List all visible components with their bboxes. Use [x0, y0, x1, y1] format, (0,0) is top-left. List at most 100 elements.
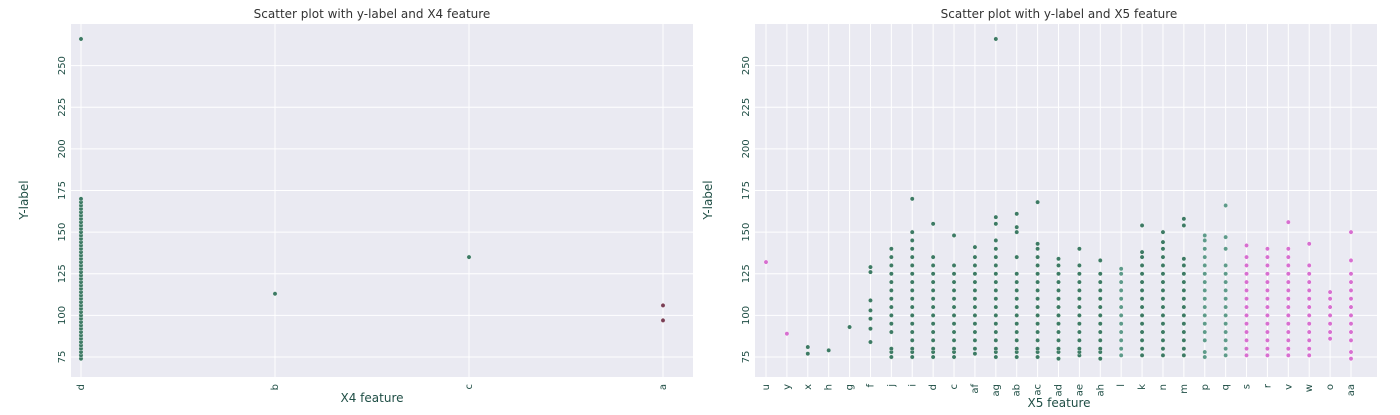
scatter-point: [1244, 352, 1249, 358]
scatter-point: [909, 196, 915, 202]
x-tick-label: r: [1262, 383, 1273, 388]
scatter-point: [888, 304, 894, 310]
scatter-point: [909, 271, 915, 277]
scatter-point: [1223, 234, 1229, 240]
scatter-point: [930, 304, 936, 310]
scatter-point: [1306, 321, 1312, 327]
scatter-point: [1306, 312, 1312, 318]
scatter-point: [1160, 304, 1166, 310]
scatter-point: [1348, 349, 1354, 355]
scatter-point: [930, 337, 936, 343]
scatter-point: [1014, 296, 1020, 302]
scatter-point: [972, 351, 978, 357]
scatter-point: [1097, 321, 1103, 327]
scatter-point: [888, 279, 894, 285]
chart-title-x5: Scatter plot with y-label and X5 feature: [941, 7, 1178, 21]
scatter-point: [1306, 304, 1312, 310]
y-tick-label: 125: [741, 264, 752, 283]
x-tick-label: k: [1137, 384, 1148, 390]
x-tick-label: m: [1179, 384, 1190, 394]
scatter-point: [1097, 356, 1103, 362]
scatter-point: [1223, 296, 1229, 302]
scatter-point: [930, 354, 936, 360]
scatter-point: [1014, 354, 1020, 360]
scatter-point: [1139, 312, 1145, 318]
scatter-point: [1244, 321, 1249, 327]
y-axis-label-x5: Y-label: [701, 180, 715, 220]
scatter-point: [909, 304, 915, 310]
scatter-point: [1285, 352, 1291, 358]
scatter-point: [888, 263, 894, 268]
scatter-point: [1014, 229, 1020, 235]
scatter-point: [1244, 346, 1249, 352]
scatter-point: [1160, 346, 1166, 352]
scatter-point: [1014, 254, 1020, 260]
scatter-point: [930, 288, 936, 293]
y-ticks-x4: 75 100 125 150 175 200 225 250: [57, 56, 68, 363]
scatter-point: [1139, 249, 1145, 255]
scatter-point: [972, 304, 978, 310]
scatter-point: [909, 229, 915, 235]
scatter-point: [1348, 312, 1354, 318]
scatter-point: [1348, 296, 1354, 302]
scatter-point: [1056, 346, 1061, 352]
scatter-point: [951, 288, 957, 293]
scatter-point: [909, 337, 915, 343]
scatter-point: [1202, 304, 1208, 310]
scatter-point: [1306, 352, 1312, 358]
y-tick-label: 250: [741, 56, 752, 75]
scatter-point: [1285, 254, 1291, 260]
scatter-point: [1306, 241, 1312, 247]
scatter-point: [1160, 329, 1166, 335]
x-tick-label: p: [1200, 384, 1211, 390]
scatter-point: [1202, 349, 1208, 355]
scatter-point: [930, 271, 936, 277]
scatter-point: [868, 326, 873, 332]
scatter-point: [930, 279, 936, 285]
scatter-point: [1139, 263, 1145, 268]
scatter-point: [909, 321, 915, 327]
scatter-point: [993, 246, 999, 252]
grid-x4: [71, 24, 693, 377]
x-tick-label: c: [464, 384, 475, 390]
chart-x4: 75 100 125 150 175 200 225 250 d b c a Scatter plo…: [17, 7, 693, 405]
scatter-point: [1265, 263, 1270, 268]
scatter-point: [888, 254, 894, 260]
scatter-point: [1014, 224, 1020, 230]
scatter-point: [1348, 271, 1354, 277]
scatter-point: [1202, 279, 1208, 285]
scatter-point: [1139, 352, 1145, 358]
scatter-point: [1306, 337, 1312, 343]
scatter-point: [1014, 346, 1020, 352]
scatter-point: [1118, 279, 1124, 285]
y-tick-label: 100: [741, 306, 752, 325]
scatter-point: [1014, 279, 1020, 285]
x-tick-label: h: [824, 384, 835, 390]
scatter-point: [1327, 312, 1333, 318]
scatter-point: [1035, 241, 1041, 247]
scatter-point: [1244, 329, 1249, 335]
scatter-point: [1160, 263, 1166, 268]
scatter-point: [1202, 263, 1208, 268]
scatter-point: [993, 337, 999, 343]
scatter-point: [1202, 288, 1208, 293]
x-tick-label: b: [270, 384, 281, 390]
y-tick-label: 75: [741, 351, 752, 364]
scatter-point: [888, 321, 894, 327]
x-tick-label: q: [1221, 384, 1232, 390]
scatter-point: [1139, 346, 1145, 352]
scatter-point: [930, 312, 936, 318]
scatter-point: [1223, 288, 1229, 293]
scatter-point: [1348, 337, 1354, 343]
scatter-point: [1181, 223, 1187, 228]
scatter-point: [1014, 211, 1020, 217]
scatter-point: [1223, 329, 1229, 335]
scatter-point: [1181, 216, 1187, 222]
scatter-point: [1244, 243, 1249, 248]
scatter-point: [972, 254, 978, 260]
scatter-point: [1265, 312, 1270, 318]
scatter-point: [909, 296, 915, 302]
x-axis-label-x4: X4 feature: [341, 391, 404, 405]
scatter-point: [1097, 329, 1103, 335]
x-tick-label: aa: [1346, 384, 1357, 396]
